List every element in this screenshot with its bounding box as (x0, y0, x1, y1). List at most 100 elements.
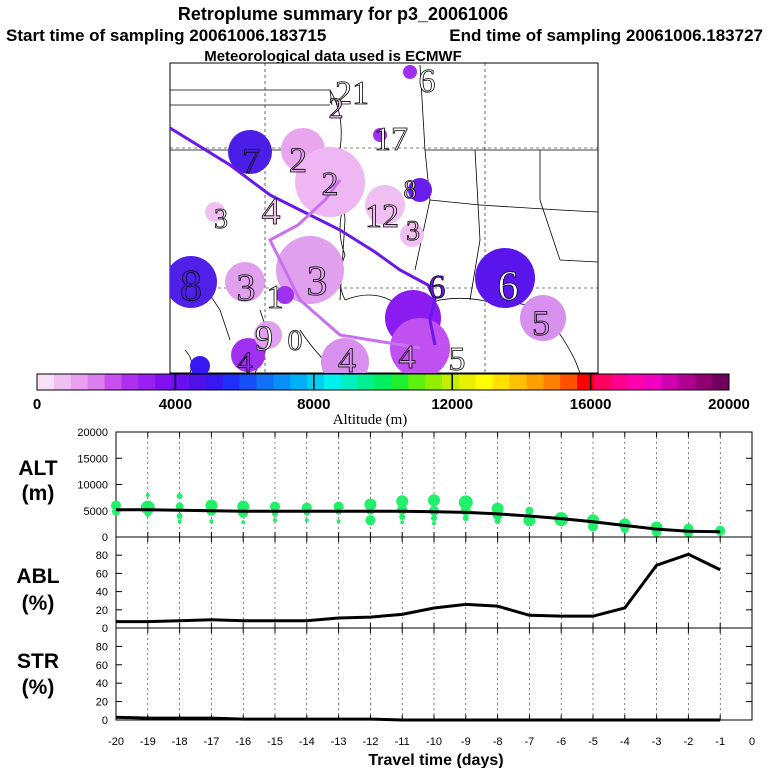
colorbar-swatch (577, 374, 595, 390)
colorbar-swatch (87, 374, 106, 390)
x-tick-label: -7 (525, 736, 535, 748)
map-day-label: 2 (322, 166, 339, 203)
series-line (115, 715, 721, 722)
start-time-label: Start time of sampling 20061006.183715 (6, 26, 326, 45)
plume-cluster (321, 338, 369, 373)
y-tick-label: 40 (96, 587, 108, 599)
map-day-label: 4 (399, 339, 416, 376)
altitude-point (176, 493, 183, 500)
x-tick-label: -20 (108, 736, 124, 748)
altitude-point (336, 519, 341, 524)
colorbar-swatch (526, 374, 544, 390)
y-tick-label: 10000 (77, 480, 108, 492)
y-tick-label: 0 (102, 623, 108, 635)
end-time-label: End time of sampling 20061006.183727 (449, 26, 763, 45)
colorbar-swatch (425, 374, 443, 390)
plume-clusters (170, 65, 566, 373)
colorbar-swatch (155, 374, 173, 390)
altitude-point (145, 493, 150, 497)
altitude-point (144, 510, 151, 517)
colorbar-swatch (408, 374, 426, 390)
altitude-point (460, 505, 471, 516)
colorbar-swatch (239, 374, 257, 390)
str-panel: 0 20 40 60 80 STR (%) (17, 627, 753, 727)
abl-panel: 0 20 40 60 80 ABL (%) (16, 536, 753, 635)
colorbar-swatch (627, 374, 646, 390)
altitude-point (364, 498, 377, 511)
colorbar-swatch (104, 374, 122, 390)
altitude-point (588, 521, 598, 532)
colorbar-swatch (509, 374, 527, 390)
plume-cluster (228, 130, 272, 174)
colorbar-swatch (475, 374, 494, 390)
alt-panel: 0 5000 10000 15000 20000 ALT(m) (18, 427, 753, 544)
series-line (116, 552, 721, 624)
colorbar-tick-label: 0 (33, 396, 41, 413)
colorbar-title: Altitude (m) (333, 412, 408, 428)
colorbar-tick-label: 4000 (159, 396, 192, 413)
altitude-point (333, 501, 344, 512)
trajectory-light (268, 179, 421, 350)
x-tick-label: -15 (267, 736, 283, 748)
map-day-label: 6 (429, 269, 446, 306)
map-day-label: 6 (419, 63, 436, 100)
y-tick-label: 0 (102, 532, 108, 544)
colorbar-tick-label: 16000 (570, 396, 612, 413)
altitude-point (494, 518, 501, 525)
map-day-label: 4 (338, 340, 356, 380)
x-tick-label: -2 (684, 736, 694, 748)
map-day-label: 5 (532, 303, 550, 343)
plume-cluster (205, 202, 225, 222)
plume-cluster (408, 178, 432, 202)
x-tick-label: -4 (620, 736, 630, 748)
colorbar-swatch (188, 374, 207, 390)
map-day-label: 9 (255, 318, 273, 358)
colorbar-swatch (374, 374, 392, 390)
plume-cluster (254, 321, 282, 349)
y-tick-label: 15000 (77, 453, 108, 465)
map-day-label: 8 (404, 175, 417, 204)
figure-title: Retroplume summary for p3_20061006 (178, 4, 508, 24)
y-tick-label: 5000 (84, 506, 108, 518)
map-day-label: 6 (498, 264, 519, 310)
panel-y-label: (%) (22, 676, 55, 699)
colorbar-frame (36, 373, 730, 391)
plume-cluster (190, 356, 210, 373)
x-tick-label: -3 (652, 736, 662, 748)
map-day-label: 0 (288, 324, 303, 357)
y-tick-label: 20 (96, 605, 108, 617)
colorbar-swatch (644, 374, 662, 390)
plume-cluster (373, 128, 387, 142)
colorbar-swatch (442, 374, 460, 390)
x-tick-label: -19 (140, 736, 156, 748)
x-tick-label: -8 (493, 736, 503, 748)
colorbar-swatch (138, 374, 156, 390)
map-day-label: 1 (267, 279, 284, 316)
trajectory-dark (170, 126, 437, 346)
x-tick-label: 0 (749, 736, 755, 748)
map-day-label: 17 (374, 121, 408, 158)
plume-cluster (475, 248, 535, 308)
y-tick-label: 80 (96, 550, 108, 562)
colorbar-swatch (70, 374, 89, 390)
colorbar-swatch (610, 374, 629, 390)
y-tick-label: 60 (96, 660, 108, 672)
altitude-point (525, 506, 534, 515)
colorbar-swatch (323, 374, 342, 390)
map-day-label: 2 (329, 92, 344, 125)
x-tick-label: -14 (299, 736, 315, 748)
colorbar-swatch (222, 374, 241, 390)
colorbar-tick-label: 8000 (297, 396, 330, 413)
plume-cluster (231, 338, 265, 372)
colorbar-swatch (560, 374, 578, 390)
colorbar-swatch (121, 374, 139, 390)
altitude-point (241, 520, 246, 525)
map-day-label: 5 (449, 341, 466, 378)
colorbar-swatch (172, 374, 190, 390)
colorbar-swatch (678, 374, 696, 390)
altitude-point (177, 519, 182, 524)
panel-y-label: STR (17, 650, 59, 673)
colorbar-swatch (205, 374, 224, 390)
altitude-point (462, 515, 469, 522)
